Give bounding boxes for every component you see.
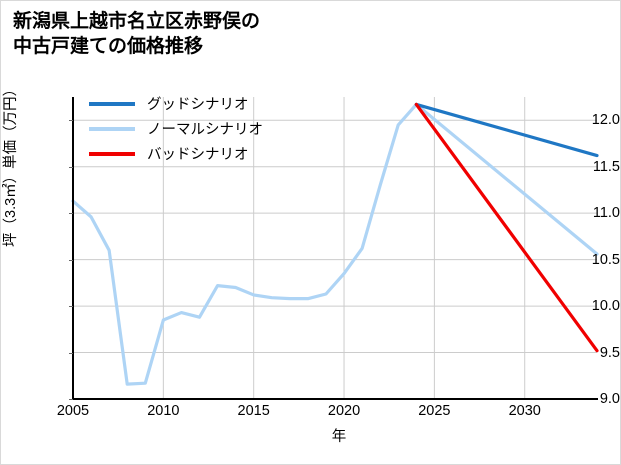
x-tick-label: 2005 <box>56 403 90 419</box>
x-axis-line <box>72 398 598 400</box>
series-line <box>414 102 599 353</box>
y-tick-label: 11.0 <box>592 205 620 222</box>
y-tick-mark <box>69 166 73 168</box>
y-tick-label: 11.5 <box>592 158 620 175</box>
y-tick-label: 10.5 <box>591 251 620 268</box>
plot-area <box>71 97 599 399</box>
y-tick-mark <box>69 213 73 215</box>
y-tick-mark <box>69 399 73 400</box>
y-tick-label: 9.0 <box>599 391 620 407</box>
legend-item[interactable]: バッドシナリオ <box>89 141 319 166</box>
series-line <box>71 102 599 386</box>
x-tick-label: 2015 <box>237 403 270 419</box>
legend-color-swatch <box>89 126 135 131</box>
y-tick-label: 9.5 <box>599 344 620 361</box>
y-tick-label: 10.0 <box>591 298 620 315</box>
x-axis-title: 年 <box>331 429 347 445</box>
x-tick-label: 2030 <box>508 403 541 419</box>
y-tick-mark <box>69 259 73 261</box>
x-tick-label: 2010 <box>147 403 180 419</box>
legend-color-swatch <box>89 151 135 156</box>
chart-legend: グッドシナリオ ノーマルシナリオ バッドシナリオ <box>89 91 319 166</box>
data-series-layer <box>71 102 599 386</box>
x-tick-label: 2020 <box>327 403 361 419</box>
legend-item-label: ノーマルシナリオ <box>147 122 263 138</box>
y-axis-line <box>72 97 74 400</box>
gridlines <box>73 97 597 399</box>
y-axis-title: 坪（3.3㎡）単価（万円） <box>3 81 19 247</box>
legend-item-label: バッドシナリオ <box>147 147 249 163</box>
y-tick-mark <box>69 352 73 354</box>
y-tick-mark <box>69 120 73 122</box>
y-tick-mark <box>69 306 73 308</box>
chart-title: 新潟県上越市名立区赤野俣の 中古戸建ての価格推移 <box>13 11 261 58</box>
legend-item[interactable]: ノーマルシナリオ <box>89 116 319 141</box>
legend-color-swatch <box>89 101 135 106</box>
x-tick-label: 2025 <box>418 403 451 419</box>
series-line <box>414 102 599 158</box>
legend-item[interactable]: グッドシナリオ <box>89 91 319 116</box>
y-tick-label: 12.0 <box>591 112 620 129</box>
legend-item-label: グッドシナリオ <box>147 97 249 113</box>
